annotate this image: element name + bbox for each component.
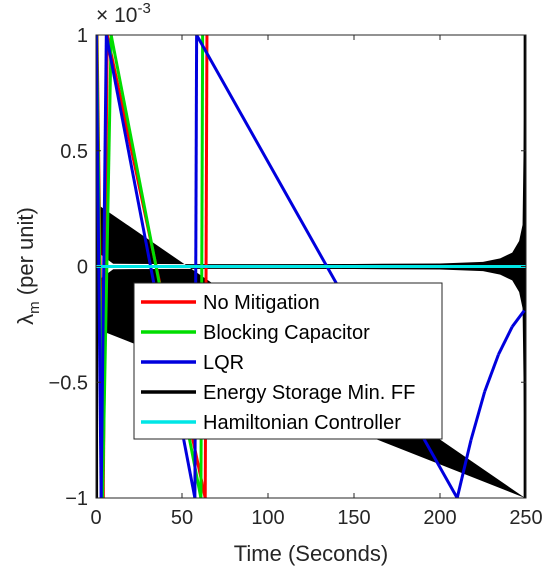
y-axis-label: λm (per unit) (13, 207, 43, 325)
x-axis-label: Time (Seconds) (234, 541, 388, 566)
legend-item-blocking-capacitor: Blocking Capacitor (141, 322, 370, 344)
series-lqr-segment (469, 391, 487, 441)
series-lqr-segment (483, 353, 500, 393)
legend-label: Hamiltonian Controller (203, 412, 401, 434)
series-lqr-segment (511, 309, 526, 328)
series-lqr-segment (497, 326, 514, 356)
legend-label: LQR (203, 352, 244, 374)
legend-item-energy-storage-min-ff: Energy Storage Min. FF (141, 382, 415, 404)
y-tick-label: 0 (77, 257, 88, 279)
y-multiplier-exponent: -3 (137, 0, 150, 17)
legend-label: Blocking Capacitor (203, 322, 370, 344)
legend-label: No Mitigation (203, 292, 320, 314)
x-tick-label: 200 (423, 507, 456, 529)
y-tick-label: −0.5 (49, 372, 88, 394)
y-multiplier: × 10-3 (96, 0, 151, 27)
legend-label: Energy Storage Min. FF (203, 382, 415, 404)
y-axis-label-subscript: m (26, 301, 43, 314)
legend-item-no-mitigation: No Mitigation (141, 292, 320, 314)
x-tick-label: 50 (171, 507, 193, 529)
legend: No Mitigation Blocking Capacitor LQR Energy… (133, 282, 443, 440)
x-tick-label: 250 (509, 507, 542, 529)
x-tick-label: 0 (90, 507, 101, 529)
y-tick-label: 1 (77, 25, 88, 47)
series-lqr-segment (455, 439, 473, 498)
y-tick-label: 0.5 (60, 141, 88, 163)
legend-item-hamiltonian-controller: Hamiltonian Controller (141, 412, 401, 434)
x-tick-label: 150 (337, 507, 370, 529)
y-tick-label: −1 (65, 488, 88, 510)
legend-item-lqr: LQR (141, 352, 244, 374)
x-tick-label: 100 (251, 507, 284, 529)
